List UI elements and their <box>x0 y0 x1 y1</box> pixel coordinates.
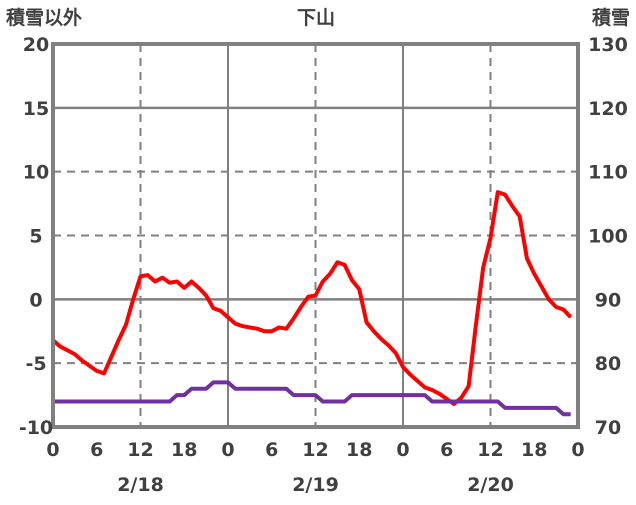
y-tick-label-left: -5 <box>25 353 46 375</box>
date-label: 2/20 <box>467 474 514 496</box>
x-tick-label: 12 <box>477 439 503 461</box>
x-tick-label: 6 <box>90 439 103 461</box>
x-tick-label: 18 <box>171 439 197 461</box>
y-tick-label-left: 15 <box>23 98 49 120</box>
y-tick-label-right: 80 <box>595 353 621 375</box>
y-tick-label-right: 120 <box>588 98 628 120</box>
y-tick-label-right: 130 <box>588 34 628 56</box>
series-line-snow-depth <box>53 380 571 417</box>
date-label: 2/18 <box>117 474 164 496</box>
date-label: 2/19 <box>292 474 339 496</box>
plot-frame <box>51 42 580 429</box>
x-tick-label: 0 <box>396 439 409 461</box>
x-tick-label: 12 <box>127 439 153 461</box>
x-tick-label: 0 <box>221 439 234 461</box>
x-tick-label: 6 <box>440 439 453 461</box>
y-tick-label-left: 0 <box>29 289 42 311</box>
y-tick-label-right: 70 <box>595 417 621 439</box>
y-tick-label-left: 10 <box>23 162 49 184</box>
x-tick-label: 18 <box>346 439 372 461</box>
y-tick-label-left: -10 <box>19 417 53 439</box>
x-tick-label: 6 <box>265 439 278 461</box>
y-tick-label-left: 20 <box>23 34 49 56</box>
left-axis-title: 積雪以外 <box>6 6 82 29</box>
y-tick-label-right: 90 <box>595 289 621 311</box>
x-tick-label: 18 <box>521 439 547 461</box>
chart-title: 下山 <box>297 7 335 29</box>
y-tick-label-right: 110 <box>588 162 628 184</box>
x-tick-label: 0 <box>571 439 584 461</box>
y-tick-label-left: 5 <box>29 226 42 248</box>
y-tick-label-right: 100 <box>588 226 628 248</box>
x-tick-label: 0 <box>46 439 59 461</box>
series-line-non-snow <box>51 190 573 407</box>
x-tick-label: 12 <box>302 439 328 461</box>
right-axis-title: 積雪 <box>592 6 630 29</box>
